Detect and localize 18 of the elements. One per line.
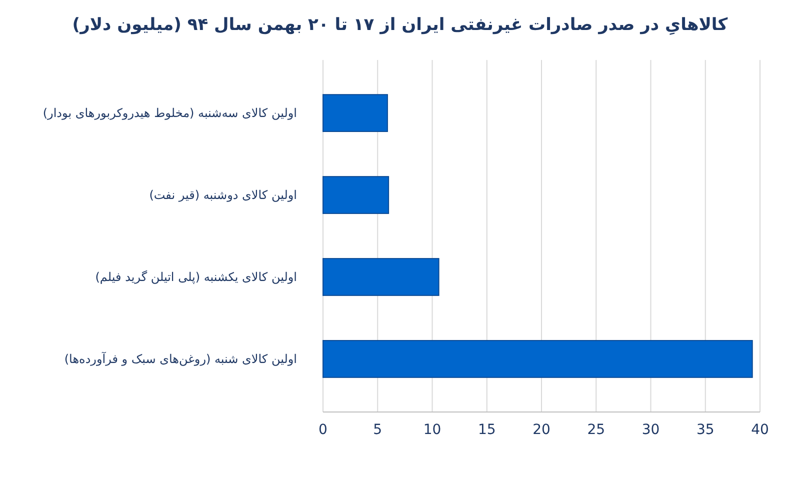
y-tick-label: اولین کالای شنبه (روغن‌های سبک و فرآورده‌ها) — [64, 351, 297, 366]
x-tick-label: 0 — [318, 422, 328, 438]
y-tick-label: اولین کالای یکشنبه (پلی اتیلن گرید فیلم) — [95, 270, 297, 284]
x-tick-label: 15 — [478, 422, 496, 438]
x-tick-label: 5 — [373, 422, 382, 438]
bar — [322, 340, 753, 378]
x-tick-label: 40 — [751, 422, 769, 438]
bar — [322, 94, 388, 132]
y-tick-label: اولین کالای سه‌شنبه (مخلوط هیدروکربورهای بودار) — [42, 106, 297, 120]
x-tick-label: 10 — [423, 422, 442, 438]
x-tick-label: 20 — [532, 422, 550, 438]
bar — [322, 176, 390, 214]
chart-title: کالاهایِ در صدر صادرات غیرنفتی ایران از ۱۷ تا ۲۰ بهمن سال ۹۴ (میلیون دلار) — [72, 15, 728, 36]
bar — [322, 258, 440, 296]
x-tick-label: 30 — [642, 422, 660, 438]
y-tick-label: اولین کالای دوشنبه (قیر نفت) — [149, 188, 297, 202]
x-tick-label: 35 — [696, 422, 714, 438]
x-tick-label: 25 — [587, 422, 606, 438]
